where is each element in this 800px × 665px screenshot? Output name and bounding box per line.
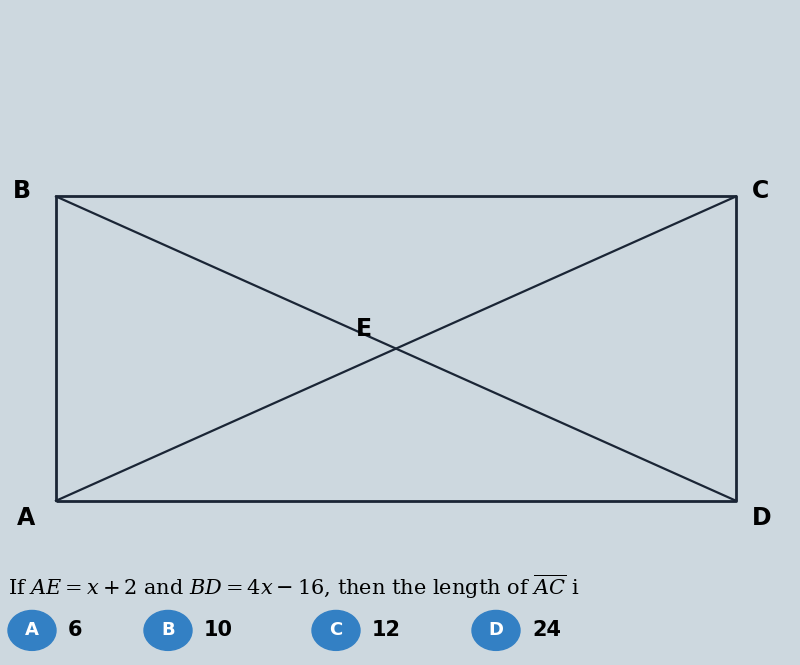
Text: A: A <box>25 621 39 640</box>
Text: 6: 6 <box>68 620 82 640</box>
Text: C: C <box>752 179 770 203</box>
Text: D: D <box>489 621 503 640</box>
Text: C: C <box>330 621 342 640</box>
Text: E: E <box>356 317 372 340</box>
Text: B: B <box>12 179 30 203</box>
Text: 10: 10 <box>204 620 233 640</box>
Text: B: B <box>161 621 175 640</box>
Text: If $AE = x + 2$ and $BD = 4x - 16$, then the length of $\overline{AC}$ i: If $AE = x + 2$ and $BD = 4x - 16$, then… <box>8 573 579 600</box>
Text: D: D <box>752 506 772 530</box>
Text: A: A <box>17 506 35 530</box>
Text: 24: 24 <box>532 620 561 640</box>
Text: 12: 12 <box>372 620 401 640</box>
